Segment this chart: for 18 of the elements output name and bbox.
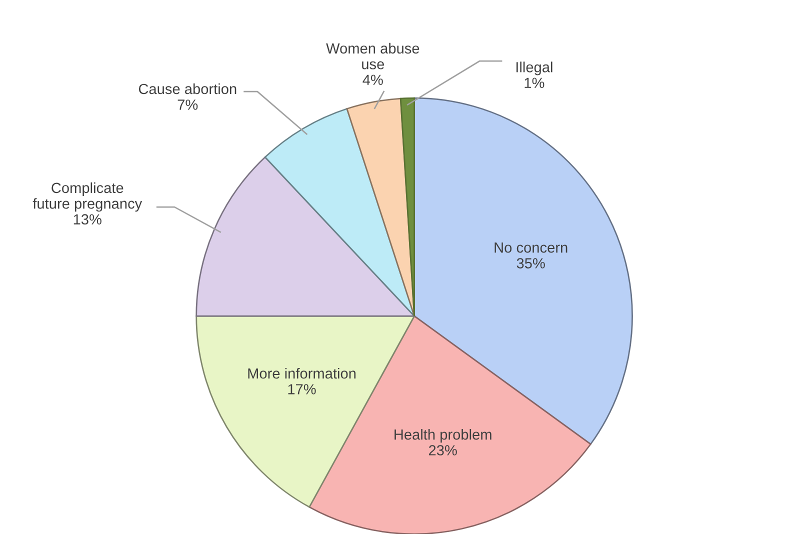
data-label: 23% <box>428 445 457 456</box>
data-label: 1% <box>524 78 544 88</box>
slice-label: Illegal <box>516 62 552 76</box>
pie-slice <box>346 98 416 317</box>
pie-slice <box>400 97 416 317</box>
slice-label: Complicate future pregnancy <box>32 182 142 212</box>
data-label: 7% <box>178 100 198 110</box>
pie-slice <box>264 108 416 317</box>
data-label: 17% <box>288 384 316 394</box>
slice-label: More information <box>248 368 356 379</box>
slice-label: Cause abortion <box>138 83 236 94</box>
data-label: 13% <box>74 214 102 225</box>
slice-label: Health problem <box>394 429 492 443</box>
slice-label: No concern <box>494 242 568 253</box>
pie-slice <box>196 156 416 317</box>
data-label: 35% <box>516 258 545 268</box>
data-label: 4% <box>362 74 383 85</box>
slice-label: Women abuse use <box>326 42 420 70</box>
